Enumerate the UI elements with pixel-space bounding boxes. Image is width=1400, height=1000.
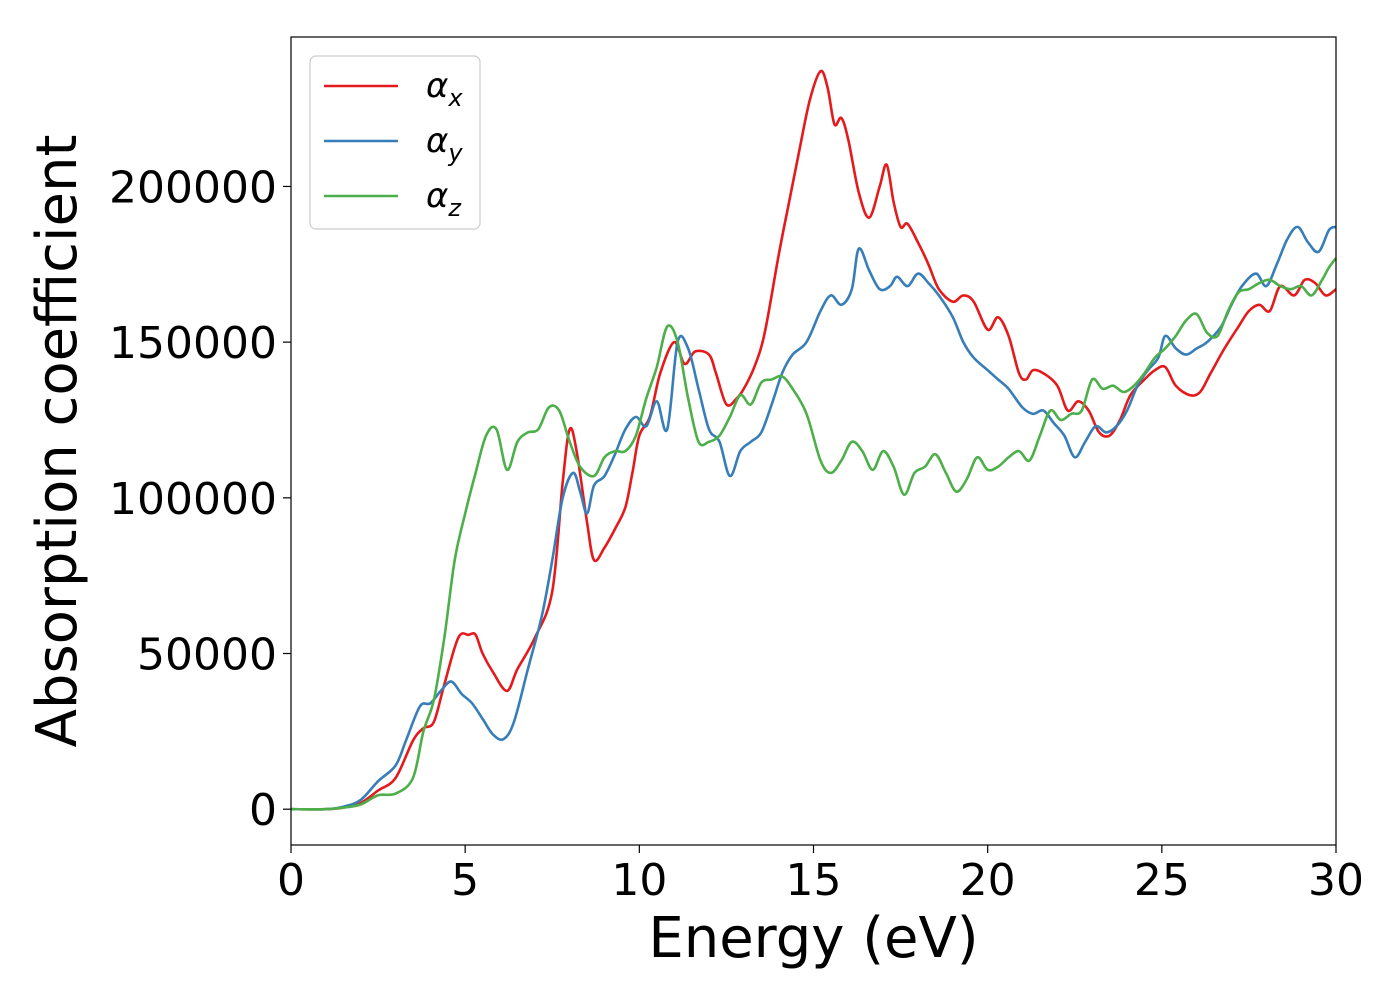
legend-box	[309, 55, 481, 230]
y-axis-ticks: 0 50000 100000 150000 200000	[109, 162, 291, 836]
x-tick-label: 25	[1134, 855, 1190, 906]
plot-frame	[290, 36, 1337, 846]
legend-label-y: αy	[426, 121, 463, 167]
y-axis-label: Absorption coefficient	[25, 135, 90, 748]
x-tick-label: 30	[1308, 855, 1364, 906]
x-tick-label: 0	[277, 855, 305, 906]
legend: αx αy αz	[309, 55, 481, 230]
series-lines	[290, 69, 1338, 811]
x-axis-ticks: 0 5 10 15 20 25 30	[277, 845, 1364, 906]
series-line-alpha-y	[290, 225, 1337, 811]
y-tick-label: 150000	[109, 318, 277, 369]
x-tick-label: 15	[786, 855, 842, 906]
x-tick-label: 20	[960, 855, 1016, 906]
y-tick-label: 0	[249, 785, 277, 836]
series-line-alpha-x	[290, 69, 1337, 811]
y-tick-label: 100000	[109, 474, 277, 525]
legend-label-x: αx	[426, 66, 463, 112]
x-tick-label: 10	[611, 855, 667, 906]
x-tick-label: 5	[451, 855, 479, 906]
legend-label-z: αz	[426, 176, 462, 222]
y-tick-label: 50000	[137, 630, 277, 681]
y-tick-label: 200000	[109, 162, 277, 213]
x-axis-label: Energy (eV)	[648, 906, 978, 971]
series-line-alpha-z	[290, 257, 1338, 811]
legend-entries: αx αy αz	[324, 66, 463, 222]
